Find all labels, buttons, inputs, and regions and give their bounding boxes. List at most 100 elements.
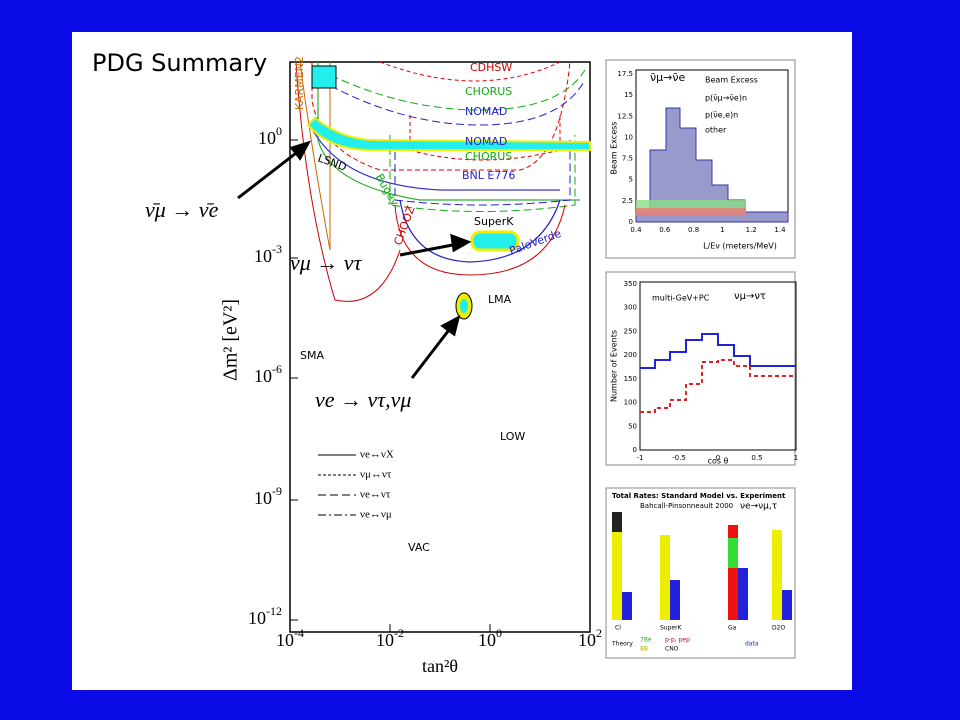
karmen-contour: [299, 61, 331, 251]
region-label: CHORUS: [465, 150, 512, 163]
tick-base: 10: [376, 630, 394, 650]
region-label: SuperK: [474, 215, 514, 228]
tick-exponent: 2: [596, 626, 602, 640]
inset-atm: multi-GeV+PC νμ→ντ Number of Events cos …: [605, 271, 798, 466]
cdhsw-outer: [379, 61, 561, 82]
bugey-contour: [317, 62, 580, 201]
legend-entry: 7Be: [640, 637, 652, 644]
cdhsw-inner: [409, 115, 561, 161]
bnl-contour: [309, 124, 560, 191]
y-axis-label: Δm² [eV²]: [220, 299, 242, 381]
lsnd-band-top: [311, 65, 337, 89]
inset-x-label: cos θ: [708, 457, 729, 466]
legend-entry: CNO: [665, 646, 679, 653]
main-plot: νe↔νX νμ↔ντ νe↔ντ νe↔νμ CDHSW CHORUS NOM…: [220, 56, 602, 676]
chorus-bottom: [389, 135, 576, 212]
theory-bar: [660, 535, 670, 620]
region-label: SMA: [300, 349, 324, 362]
tick-exponent: 0: [496, 626, 502, 640]
tick-base: 10: [258, 128, 276, 148]
inset-frame: [605, 59, 796, 259]
plot-frame: [289, 61, 591, 633]
chooz-inner: [394, 204, 566, 276]
inset-y-tick: 100: [624, 399, 637, 407]
tick-base: 10: [248, 608, 266, 628]
chooz-contour: [295, 61, 401, 302]
experiment-label: Ga: [728, 625, 737, 632]
data-bar: [622, 592, 632, 620]
nomad-bottom: [394, 140, 571, 206]
annotation: νe → ντ,νμ: [315, 387, 411, 412]
inset-y-tick: 2.5: [622, 197, 633, 205]
arrow-head: [289, 140, 312, 161]
lsnd-band: [306, 116, 591, 151]
inset-y-tick: 250: [624, 327, 637, 335]
chorus-top: [319, 69, 586, 111]
inset-title: ν̄μ→ν̄e: [650, 71, 686, 84]
osc-hist: [640, 359, 796, 413]
inset-x-tick: 1.2: [746, 226, 757, 234]
tick-base: 10: [276, 630, 294, 650]
inset-y-tick: 12.5: [617, 112, 633, 120]
inset-x-tick: 1: [794, 454, 798, 462]
tick-label: 10-4: [276, 626, 304, 650]
tick-label: 10-6: [254, 362, 282, 386]
inset-x-tick: 0.8: [688, 226, 699, 234]
inset-x-tick: 0.5: [751, 454, 762, 462]
inset-title: νμ→ντ: [734, 291, 766, 302]
legend-entry: νe↔ντ: [360, 489, 391, 501]
tick-label: 100: [258, 124, 282, 148]
inset-y-tick: 17.5: [617, 70, 633, 78]
tick-label: 100: [478, 626, 502, 650]
inset-label: multi-GeV+PC: [652, 294, 710, 303]
inset-title-arrow: νe→νμ,τ: [740, 502, 777, 512]
theory-bar: [612, 512, 622, 532]
data-bar: [782, 590, 792, 620]
tick-exponent: -3: [272, 242, 282, 256]
inset-x-label: L/Eν (meters/MeV): [703, 242, 777, 251]
theory-bar: [728, 525, 738, 620]
inset-y-tick: 350: [624, 280, 637, 288]
data-bar: [738, 568, 748, 620]
region-label: NOMAD: [465, 105, 507, 118]
tick-exponent: -12: [266, 604, 282, 618]
tick-label: 102: [578, 626, 602, 650]
legend-entry: p-p, pep: [665, 637, 690, 644]
tick-base: 10: [254, 366, 272, 386]
inset-y-label: Number of Events: [610, 330, 619, 402]
tick-exponent: -6: [272, 362, 282, 376]
inset-x-tick: 1.4: [774, 226, 786, 234]
arrow-head: [450, 233, 472, 253]
tick-exponent: -9: [272, 484, 282, 498]
region-label: BNL E776: [462, 169, 515, 182]
experiment-label: D2O: [772, 625, 785, 632]
tick-label: 10-3: [254, 242, 282, 266]
legend-entry: νe↔νμ: [360, 509, 392, 521]
legend-entry: 8B: [640, 646, 648, 653]
region-label: LMA: [488, 293, 512, 306]
region-label: CDHSW: [470, 61, 512, 74]
inset-y-tick: 10: [624, 133, 633, 141]
legend-entry: p(ν̄μ→ν̄e)n: [705, 94, 747, 103]
tick-base: 10: [578, 630, 596, 650]
inset-x-tick: 0.6: [659, 226, 671, 234]
cdhsw-contour: [311, 61, 571, 171]
tick-exponent: -2: [394, 626, 404, 640]
inset-y-tick: 5: [629, 176, 633, 184]
nomad-top: [319, 79, 586, 126]
other-hist: [636, 208, 746, 216]
tick-label: 10-2: [376, 626, 404, 650]
inset-x-tick: -0.5: [672, 454, 686, 462]
legend-entry: νμ↔ντ: [360, 469, 392, 481]
inset-frame: [605, 271, 796, 466]
inset-x-tick: 0: [716, 454, 720, 462]
inset-y-tick: 150: [624, 375, 637, 383]
region-label: NOMAD: [465, 135, 507, 148]
tick-label: 10-9: [254, 484, 282, 508]
data-bar: [670, 580, 680, 620]
inset-x-tick: 1: [720, 226, 724, 234]
inset-y-tick: 15: [624, 91, 633, 99]
inset-lsnd: ν̄μ→ν̄e Beam Excess p(ν̄μ→ν̄e)n p(ν̄e,e)…: [605, 59, 796, 259]
tick-base: 10: [478, 630, 496, 650]
osc-hist: [635, 107, 789, 223]
